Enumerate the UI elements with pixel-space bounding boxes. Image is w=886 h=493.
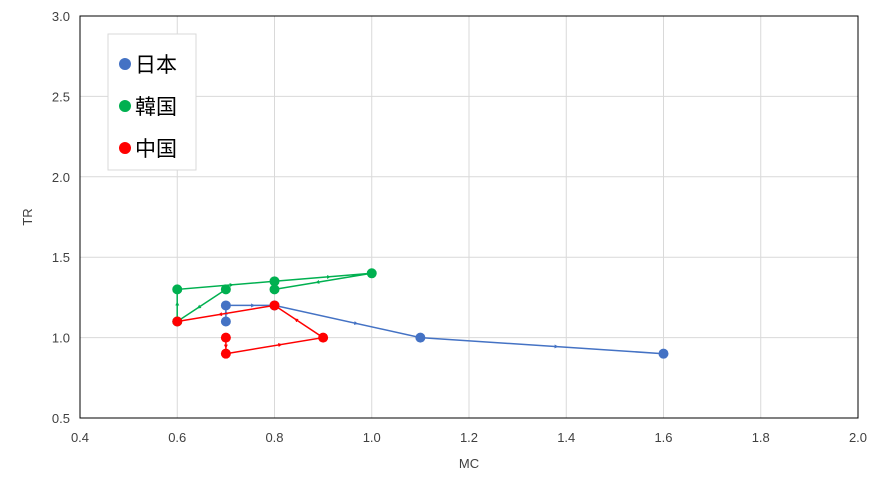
data-point [221,333,231,343]
data-point [415,333,425,343]
data-point [367,268,377,278]
y-tick-label: 2.5 [52,89,70,104]
x-tick-label: 1.8 [752,430,770,445]
legend-marker [119,100,131,112]
legend-marker [119,58,131,70]
data-point [270,284,280,294]
data-point [221,284,231,294]
y-tick-label: 3.0 [52,9,70,24]
y-tick-label: 1.0 [52,331,70,346]
x-tick-label: 0.8 [265,430,283,445]
x-tick-label: 1.2 [460,430,478,445]
x-tick-label: 2.0 [849,430,867,445]
x-axis-title: MC [459,456,479,471]
data-point [221,349,231,359]
y-tick-label: 0.5 [52,411,70,426]
legend-label: 韓国 [135,96,177,119]
data-point [270,300,280,310]
data-series [172,268,668,358]
x-tick-label: 1.6 [654,430,672,445]
x-tick-label: 0.4 [71,430,89,445]
data-point [172,317,182,327]
x-tick-label: 1.4 [557,430,575,445]
data-point [221,317,231,327]
legend-label: 中国 [135,138,177,161]
x-tick-label: 1.0 [363,430,381,445]
series-line [177,305,323,353]
x-tick-label: 0.6 [168,430,186,445]
grid [80,16,858,418]
data-point [659,349,669,359]
legend-label: 日本 [135,54,177,77]
series-1 [221,300,669,358]
data-point [172,284,182,294]
y-tick-label: 1.5 [52,250,70,265]
y-axis-title: TR [20,208,35,225]
y-tick-label: 2.0 [52,170,70,185]
data-point [318,333,328,343]
legend-marker [119,142,131,154]
series-line [226,305,664,353]
data-point [221,300,231,310]
